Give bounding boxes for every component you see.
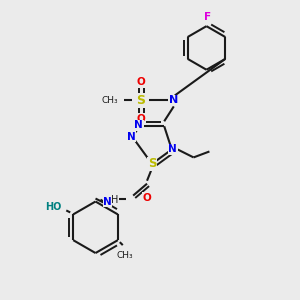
Text: CH₃: CH₃	[102, 96, 118, 105]
Text: N: N	[127, 132, 136, 142]
Text: N: N	[103, 196, 112, 206]
Text: N: N	[168, 145, 177, 154]
Text: F: F	[204, 12, 211, 22]
Text: N: N	[169, 95, 178, 106]
Text: S: S	[136, 94, 146, 107]
Text: H: H	[111, 194, 118, 205]
Text: S: S	[148, 158, 156, 170]
Text: O: O	[137, 114, 146, 124]
Text: O: O	[137, 76, 146, 87]
Text: HO: HO	[45, 202, 61, 212]
Text: N: N	[134, 120, 143, 130]
Text: CH₃: CH₃	[116, 251, 133, 260]
Text: O: O	[143, 193, 152, 202]
